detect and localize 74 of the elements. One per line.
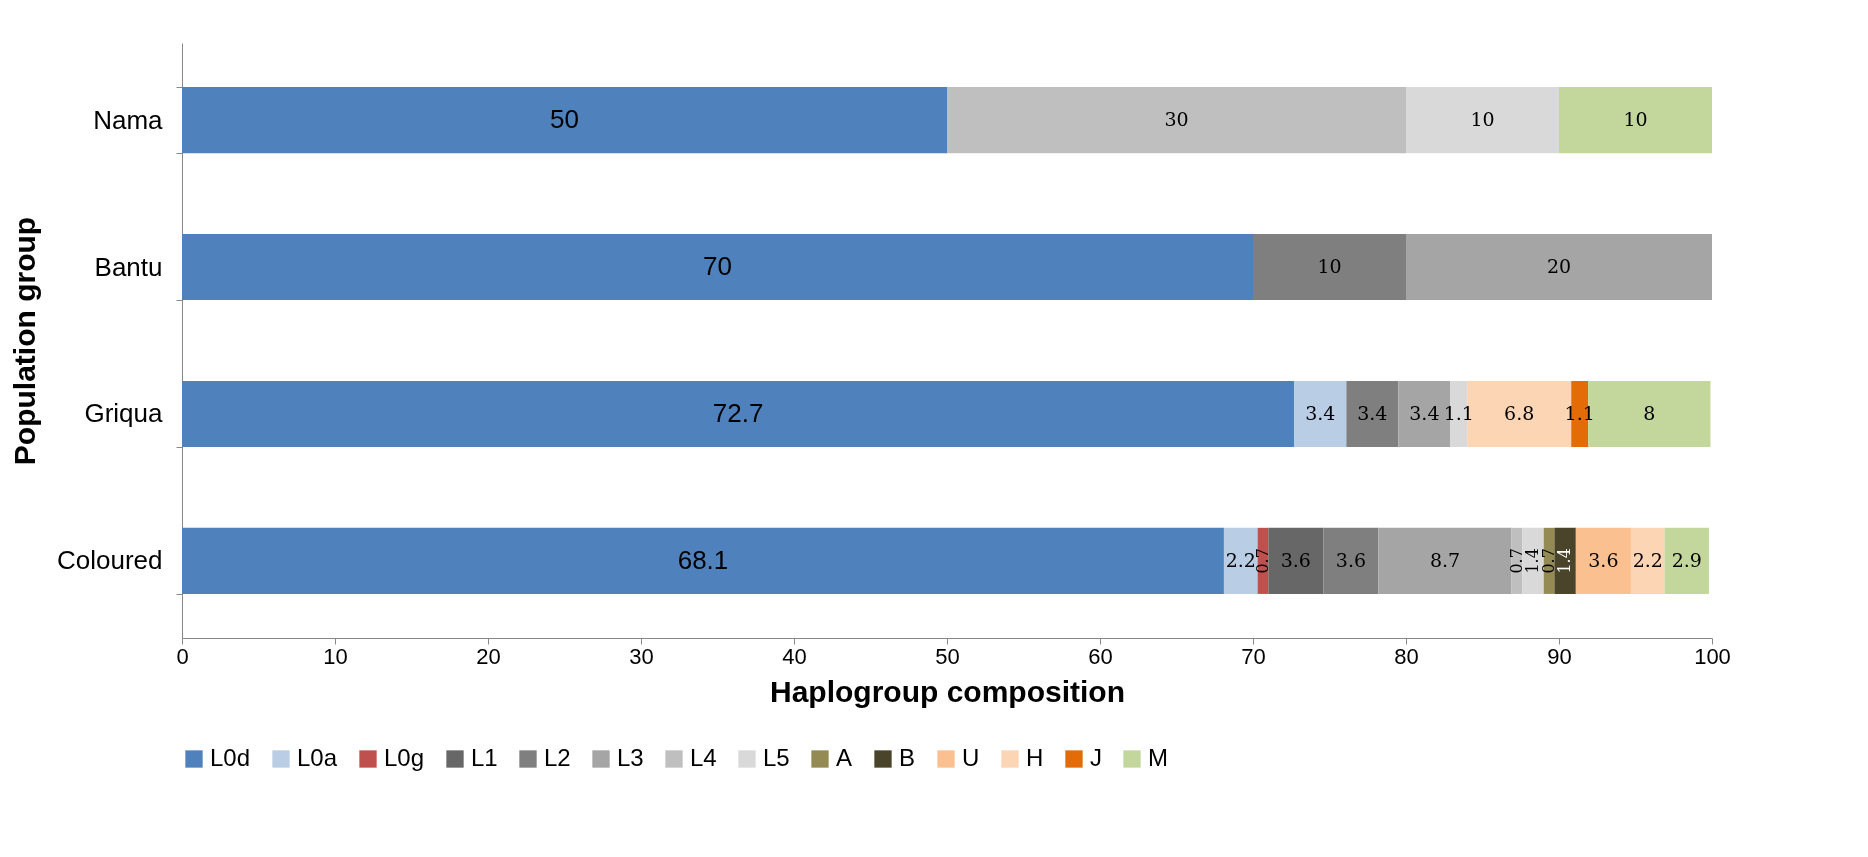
data-label: 8.7	[1429, 548, 1461, 571]
legend-label: L0a	[297, 744, 338, 771]
data-label: 2.9	[1671, 548, 1702, 571]
legend-label: L5	[763, 744, 790, 771]
bar	[1406, 233, 1712, 301]
x-tick-label: 30	[629, 643, 654, 669]
data-label: 3.6	[1280, 548, 1311, 571]
legend-label: U	[962, 744, 980, 771]
x-tick-label: 40	[782, 643, 807, 669]
bar	[947, 87, 1406, 154]
bar	[1406, 87, 1559, 154]
data-label: 10	[1470, 108, 1495, 131]
legend-label: L4	[690, 744, 717, 771]
y-axis-title: Population group	[7, 216, 41, 466]
bar	[182, 233, 1253, 301]
x-tick-label: 10	[323, 643, 348, 669]
x-tick-label: 100	[1694, 643, 1731, 669]
x-tick-label: 0	[176, 643, 189, 669]
bar	[1323, 527, 1379, 594]
x-tick-label: 60	[1088, 643, 1113, 669]
legend-label: L2	[544, 744, 571, 771]
data-label: 3.6	[1335, 548, 1367, 571]
legend-label: A	[836, 744, 853, 771]
data-label: 2.2	[1632, 548, 1663, 571]
x-tick-label: 50	[935, 643, 960, 669]
bar	[1223, 527, 1258, 594]
data-label: 20	[1546, 255, 1572, 278]
x-tick-label: 80	[1394, 643, 1419, 669]
legend-label: J	[1090, 744, 1102, 771]
data-label: 3.4	[1357, 401, 1388, 424]
bar	[1554, 527, 1576, 594]
data-label: 30	[1164, 108, 1189, 131]
bar	[1346, 380, 1399, 448]
data-label: 3.4	[1409, 401, 1440, 424]
data-label: 6.8	[1504, 401, 1535, 424]
bar	[1664, 527, 1709, 594]
bar	[182, 380, 1295, 448]
data-label: 1.1	[1443, 401, 1474, 424]
x-tick-label: 70	[1241, 643, 1266, 669]
legend-label: L0g	[384, 744, 425, 771]
data-label: 1.4	[1555, 548, 1575, 574]
y-tick-label: Nama	[93, 104, 164, 135]
data-label: 3.4	[1305, 401, 1336, 424]
bar	[1378, 527, 1512, 594]
bar	[1268, 527, 1324, 594]
data-label: 2.2	[1225, 548, 1256, 571]
legend-label: L3	[617, 744, 644, 771]
x-axis-title: Haplogroup composition	[770, 674, 1125, 708]
y-tick-label: Griqua	[84, 398, 164, 429]
legend-label: H	[1026, 744, 1044, 771]
data-label: 8	[1643, 401, 1656, 424]
x-tick-label: 20	[476, 643, 501, 669]
data-label: 70	[703, 251, 732, 282]
data-label: 72.7	[712, 397, 764, 428]
bar	[1294, 380, 1347, 448]
bar	[182, 87, 947, 154]
data-label: 10	[1623, 108, 1648, 131]
x-tick-label: 90	[1547, 643, 1572, 669]
y-tick-label: Coloured	[56, 545, 163, 576]
legend-label: L0d	[210, 744, 251, 771]
bar	[1253, 233, 1406, 301]
bar	[1575, 527, 1631, 594]
data-label: 10	[1317, 255, 1342, 278]
bar	[1559, 87, 1712, 154]
data-label: 3.6	[1588, 548, 1619, 571]
data-label: 50	[550, 104, 579, 135]
bar	[182, 527, 1224, 594]
legend-label: B	[899, 744, 916, 771]
bar	[1522, 527, 1544, 594]
bar	[1630, 527, 1665, 594]
data-label: 68.1	[677, 544, 729, 575]
legend-label: L1	[471, 744, 498, 771]
y-tick-label: Bantu	[94, 251, 163, 282]
legend-label: M	[1148, 744, 1168, 771]
